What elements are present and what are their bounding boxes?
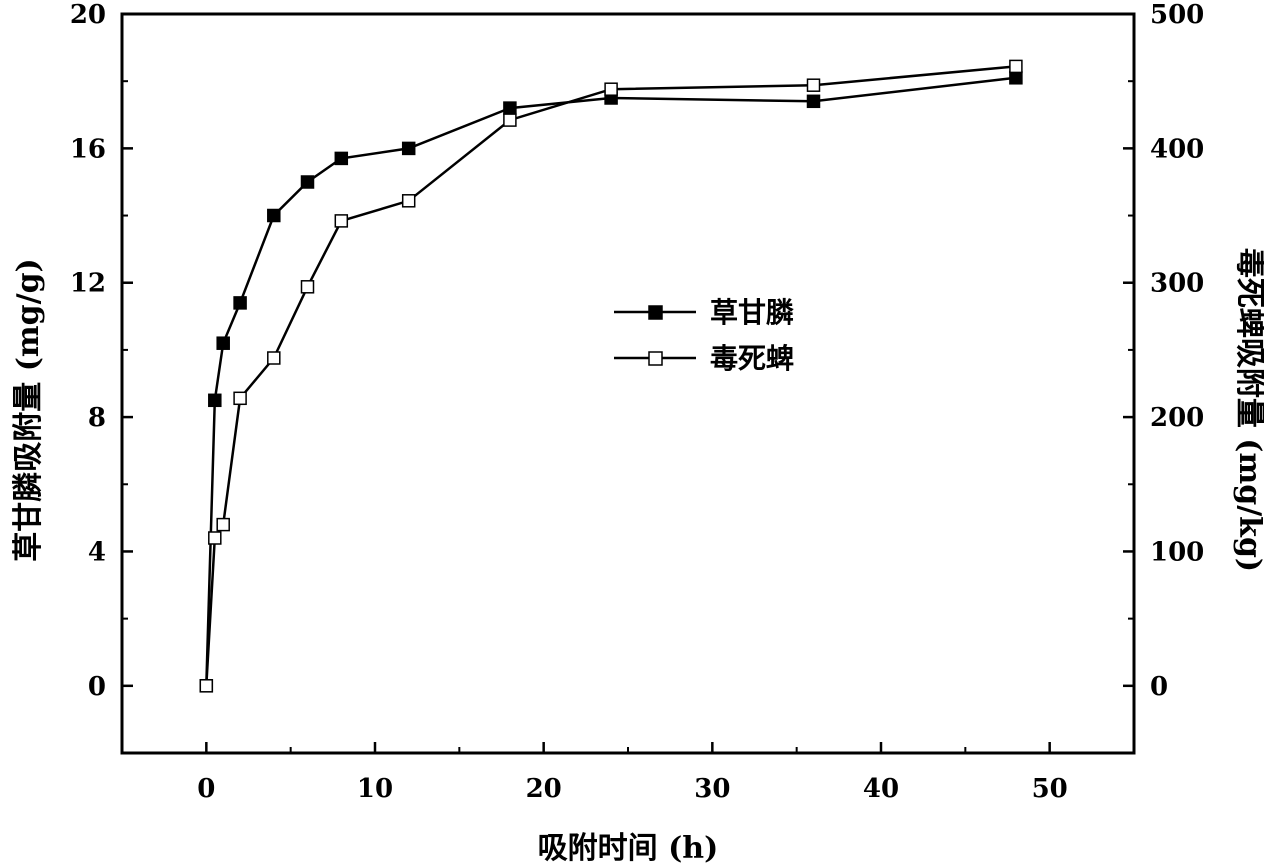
left-y-tick-label: 0	[88, 672, 106, 702]
x-tick-label: 50	[1032, 774, 1068, 804]
legend-label-glyphosate: 草甘膦	[710, 296, 794, 329]
x-axis-title: 吸附时间 (h)	[538, 831, 719, 866]
legend-marker-glyphosate	[648, 305, 663, 320]
legend-label-chlorpyrifos: 毒死蜱	[710, 342, 794, 375]
left-y-tick-label: 16	[70, 134, 106, 164]
x-tick-label: 40	[863, 774, 899, 804]
legend-marker-chlorpyrifos	[648, 351, 663, 366]
series-group	[199, 59, 1023, 693]
x-tick-label: 0	[197, 774, 215, 804]
x-tick-label: 30	[694, 774, 730, 804]
data-point-0	[1009, 71, 1023, 85]
data-point-0	[806, 94, 821, 109]
right-y-tick-label: 500	[1150, 0, 1204, 30]
data-point-0	[503, 101, 517, 115]
data-point-0	[334, 151, 349, 166]
left-y-tick-label: 20	[70, 0, 106, 30]
right-y-tick-label: 0	[1150, 672, 1168, 702]
right-y-axis-title: 毒死蜱吸附量 (mg/kg)	[1232, 248, 1264, 572]
left-y-axis-title: 草甘膦吸附量 (mg/g)	[11, 258, 46, 562]
data-point-0	[300, 175, 315, 189]
data-point-1	[208, 531, 222, 545]
series-line-0	[205, 76, 1017, 686]
data-point-0	[216, 336, 230, 350]
data-point-0	[233, 296, 247, 310]
data-point-0	[401, 141, 416, 156]
data-point-1	[300, 280, 315, 294]
data-point-1	[401, 194, 416, 208]
right-y-tick-label: 400	[1150, 134, 1204, 164]
data-point-0	[267, 208, 281, 223]
left-y-tick-label: 4	[88, 537, 106, 567]
data-point-1	[503, 113, 517, 127]
left-y-tick-label: 8	[88, 403, 106, 433]
data-point-1	[216, 517, 230, 532]
x-tick-label: 20	[526, 774, 562, 804]
data-point-1	[334, 214, 349, 228]
series-line-1	[205, 65, 1017, 686]
data-point-0	[208, 393, 222, 408]
data-point-1	[1009, 59, 1023, 74]
left-y-tick-label: 12	[70, 269, 106, 299]
data-point-1	[806, 78, 821, 92]
legend: 草甘膦 毒死蜱	[614, 296, 794, 375]
data-point-1	[233, 391, 247, 406]
data-point-1	[604, 82, 618, 96]
plot-frame	[120, 12, 1136, 755]
x-tick-label: 10	[357, 774, 393, 804]
right-y-tick-label: 200	[1150, 403, 1204, 433]
right-y-tick-label: 100	[1150, 537, 1204, 567]
right-y-tick-label: 300	[1150, 269, 1204, 299]
data-point-1	[199, 679, 214, 693]
data-point-1	[267, 351, 281, 365]
